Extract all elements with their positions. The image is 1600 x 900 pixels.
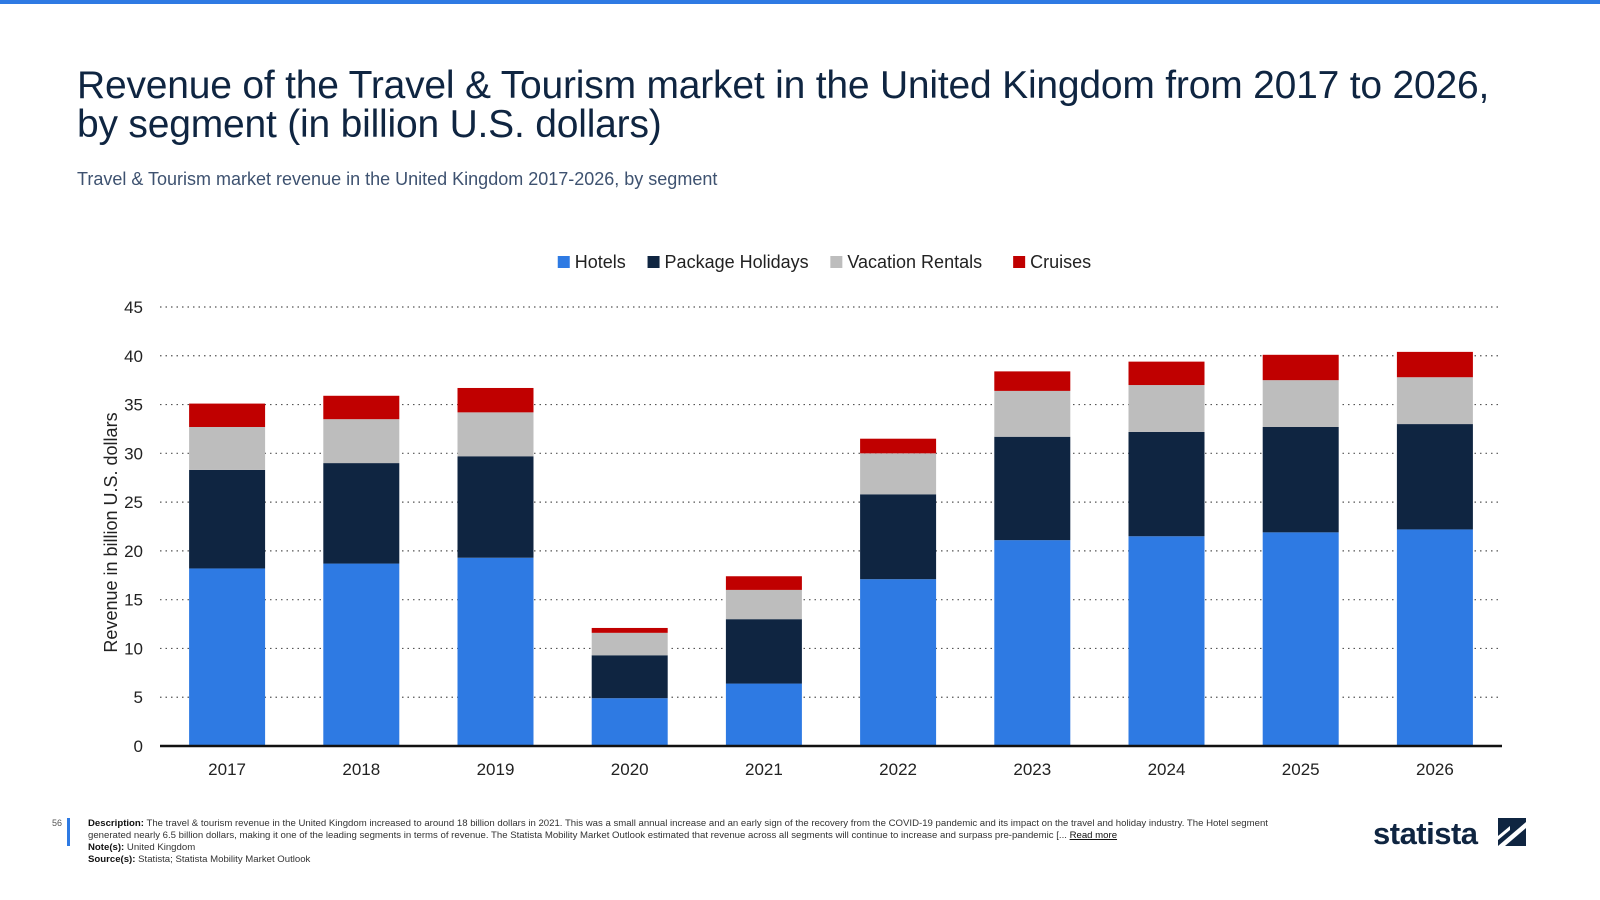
legend: Hotels Package Holidays Vacation Rentals Cr… [557,252,1091,272]
legend-label: Hotels [575,252,626,272]
y-tick-label: 0 [134,737,143,756]
source-label: Source(s): [88,854,136,865]
x-tick-label: 2022 [879,760,917,779]
bar-segment-package-holidays [457,456,534,558]
bar-segment-package-holidays [189,469,266,569]
bar-segment-vacation-rentals [457,412,534,457]
y-tick-label: 15 [124,591,143,610]
bar-segment-package-holidays [323,463,400,564]
bar-segment-cruises [725,576,802,590]
bar-segment-vacation-rentals [994,390,1071,437]
description-label: Description: [88,818,144,829]
x-tick-label: 2023 [1013,760,1051,779]
page-bar [67,818,70,846]
bar-segment-cruises [860,438,937,454]
y-tick-label: 10 [124,639,143,658]
stacked-bar-chart: Hotels Package Holidays Vacation Rentals Cr… [101,252,1502,779]
bar-segment-cruises [189,403,266,427]
y-tick-label: 25 [124,493,143,512]
bar-segment-package-holidays [725,619,802,684]
bar-segment-hotels [189,568,266,746]
legend-label: Package Holidays [665,252,809,272]
bar-segment-vacation-rentals [1262,380,1339,427]
y-tick-label: 45 [124,298,143,317]
bar-segment-package-holidays [860,494,937,580]
footer: 56 Description: The travel & tourism rev… [0,816,1600,900]
bar-segment-hotels [323,563,400,746]
logo-text: statista [1373,816,1479,851]
bar-segment-package-holidays [1262,426,1339,533]
statista-logo[interactable]: statista [1373,812,1533,852]
bar-segment-cruises [591,627,668,633]
bar-segment-hotels [1262,532,1339,746]
x-tick-label: 2024 [1148,760,1186,779]
x-tick-label: 2021 [745,760,783,779]
source-text: Statista; Statista Mobility Market Outlo… [138,854,311,865]
read-more-link[interactable]: Read more [1069,830,1118,841]
description-text: The travel & tourism revenue in the Unit… [88,818,1268,841]
y-tick-label: 35 [124,396,143,415]
legend-swatch [830,256,843,268]
bar-segment-hotels [1396,529,1473,746]
legend-swatch [1013,256,1026,268]
y-tick-label: 5 [134,688,143,707]
y-axis-ticks: 0 5 10 15 20 25 30 35 40 45 [124,298,143,756]
bar-segment-hotels [725,683,802,746]
logo-icon [1498,818,1526,846]
bar-segment-cruises [323,395,400,420]
bar-segment-hotels [591,698,668,746]
x-tick-label: 2026 [1416,760,1454,779]
bar-segment-hotels [994,540,1071,746]
x-tick-label: 2017 [208,760,246,779]
bar-segment-package-holidays [1396,424,1473,530]
y-tick-label: 20 [124,542,143,561]
y-tick-label: 30 [124,444,143,463]
x-tick-label: 2020 [611,760,649,779]
bar-segment-cruises [994,371,1071,391]
bar-segment-cruises [1262,354,1339,381]
bar-segment-package-holidays [591,655,668,699]
legend-swatch [557,256,570,268]
y-axis-label: Revenue in billion U.S. dollars [101,412,121,652]
legend-label: Vacation Rentals [847,252,982,272]
bar-segment-hotels [1128,536,1205,746]
bar-segment-cruises [457,387,534,413]
x-tick-label: 2025 [1282,760,1320,779]
bar-segment-vacation-rentals [1128,385,1205,432]
bar-segment-hotels [457,557,534,746]
bar-segment-package-holidays [994,436,1071,541]
bar-segment-vacation-rentals [591,632,668,656]
description-block: Description: The travel & tourism revenu… [88,818,1308,866]
bar-segment-package-holidays [1128,431,1205,537]
bars [189,351,1473,746]
x-axis-ticks: 2017 2018 2019 2020 2021 2022 2023 2024 2025 2026 [208,760,1454,779]
bar-segment-vacation-rentals [725,589,802,620]
x-tick-label: 2019 [477,760,515,779]
page-number: 56 [52,818,63,828]
bar-segment-cruises [1128,361,1205,386]
note-label: Note(s): [88,842,125,853]
legend-label: Cruises [1030,252,1091,272]
y-tick-label: 40 [124,347,143,366]
bar-segment-hotels [860,579,937,746]
bar-segment-cruises [1396,351,1473,378]
bar-segment-vacation-rentals [1396,377,1473,425]
bar-segment-vacation-rentals [323,419,400,464]
chart-title: Revenue of the Travel & Tourism market i… [77,64,1490,146]
legend-swatch [647,256,660,268]
top-accent-bar [0,0,1600,4]
bar-segment-vacation-rentals [860,453,937,495]
chart-subtitle: Travel & Tourism market revenue in the U… [77,169,718,189]
x-tick-label: 2018 [342,760,380,779]
gridlines [160,306,1502,698]
note-text: United Kingdom [126,842,196,853]
bar-segment-vacation-rentals [189,426,266,470]
